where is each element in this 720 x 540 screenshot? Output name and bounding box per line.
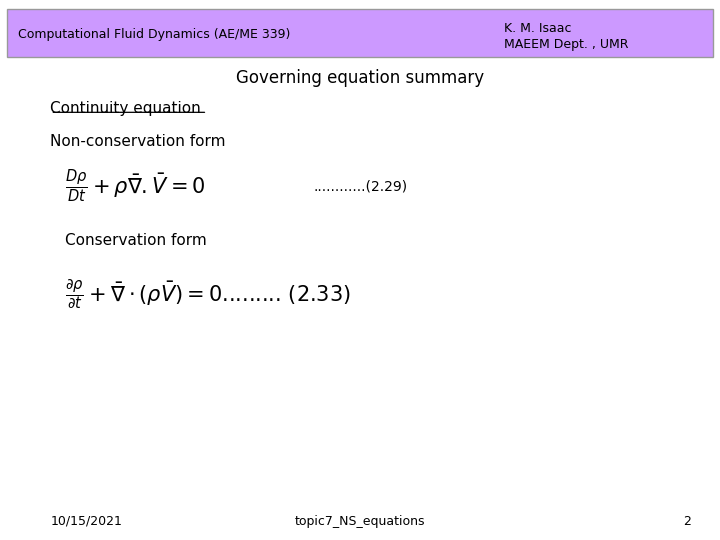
Text: 10/15/2021: 10/15/2021	[50, 515, 122, 528]
Text: 2: 2	[683, 515, 691, 528]
Text: topic7_NS_equations: topic7_NS_equations	[294, 515, 426, 528]
Text: Computational Fluid Dynamics (AE/ME 339): Computational Fluid Dynamics (AE/ME 339)	[18, 28, 290, 41]
Text: Continuity equation: Continuity equation	[50, 100, 201, 116]
Text: $\frac{\partial\rho}{\partial t} + \bar{\nabla}\cdot(\rho\bar{V}) = 0$......... : $\frac{\partial\rho}{\partial t} + \bar{…	[65, 278, 351, 311]
Text: MAEEM Dept. , UMR: MAEEM Dept. , UMR	[504, 38, 629, 51]
Text: ............(2.29): ............(2.29)	[313, 179, 408, 193]
Text: $\frac{D\rho}{Dt} + \rho\bar{\nabla}.\bar{V} = 0$: $\frac{D\rho}{Dt} + \rho\bar{\nabla}.\ba…	[65, 167, 205, 205]
Text: Conservation form: Conservation form	[65, 233, 207, 248]
Text: Governing equation summary: Governing equation summary	[236, 69, 484, 87]
FancyBboxPatch shape	[7, 9, 713, 57]
Text: Non-conservation form: Non-conservation form	[50, 134, 226, 149]
Text: K. M. Isaac: K. M. Isaac	[504, 22, 572, 35]
